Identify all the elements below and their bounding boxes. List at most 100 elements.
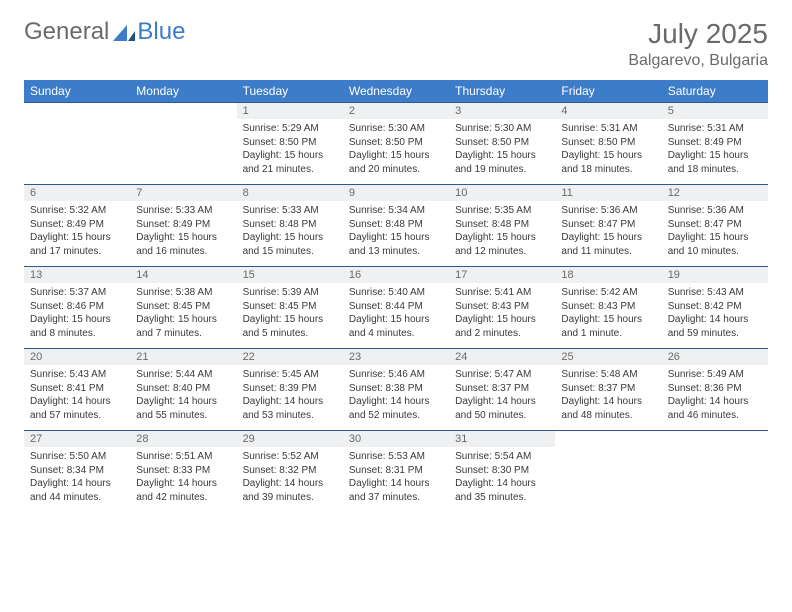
- brand-word1: General: [24, 18, 109, 46]
- calendar-cell: 9Sunrise: 5:34 AMSunset: 8:48 PMDaylight…: [343, 185, 449, 267]
- day-body: Sunrise: 5:35 AMSunset: 8:48 PMDaylight:…: [449, 201, 555, 266]
- day-body: Sunrise: 5:40 AMSunset: 8:44 PMDaylight:…: [343, 283, 449, 348]
- sunset-line: Sunset: 8:48 PM: [349, 218, 443, 232]
- day-number: 24: [449, 349, 555, 365]
- calendar-cell: 28Sunrise: 5:51 AMSunset: 8:33 PMDayligh…: [130, 431, 236, 513]
- calendar-cell: 7Sunrise: 5:33 AMSunset: 8:49 PMDaylight…: [130, 185, 236, 267]
- sunrise-line: Sunrise: 5:43 AM: [30, 368, 124, 382]
- day1-line: Daylight: 14 hours: [243, 395, 337, 409]
- day-number: 5: [662, 103, 768, 119]
- calendar-cell: 13Sunrise: 5:37 AMSunset: 8:46 PMDayligh…: [24, 267, 130, 349]
- day-number: 3: [449, 103, 555, 119]
- day-number: 28: [130, 431, 236, 447]
- day-number: 29: [237, 431, 343, 447]
- day-body: Sunrise: 5:52 AMSunset: 8:32 PMDaylight:…: [237, 447, 343, 512]
- day1-line: Daylight: 14 hours: [30, 395, 124, 409]
- calendar-cell: 22Sunrise: 5:45 AMSunset: 8:39 PMDayligh…: [237, 349, 343, 431]
- logo-sail-icon: [113, 23, 135, 41]
- sunrise-line: Sunrise: 5:46 AM: [349, 368, 443, 382]
- sunset-line: Sunset: 8:44 PM: [349, 300, 443, 314]
- day-body: Sunrise: 5:30 AMSunset: 8:50 PMDaylight:…: [343, 119, 449, 184]
- day-body: Sunrise: 5:36 AMSunset: 8:47 PMDaylight:…: [555, 201, 661, 266]
- day1-line: Daylight: 15 hours: [136, 231, 230, 245]
- calendar-cell: [24, 103, 130, 185]
- day-number: 12: [662, 185, 768, 201]
- day-number: 10: [449, 185, 555, 201]
- day-number: 18: [555, 267, 661, 283]
- day1-line: Daylight: 15 hours: [561, 149, 655, 163]
- day1-line: Daylight: 15 hours: [243, 231, 337, 245]
- day2-line: and 39 minutes.: [243, 491, 337, 505]
- sunrise-line: Sunrise: 5:31 AM: [668, 122, 762, 136]
- sunset-line: Sunset: 8:45 PM: [136, 300, 230, 314]
- day2-line: and 55 minutes.: [136, 409, 230, 423]
- sunrise-line: Sunrise: 5:40 AM: [349, 286, 443, 300]
- day1-line: Daylight: 15 hours: [455, 149, 549, 163]
- day-body: Sunrise: 5:43 AMSunset: 8:41 PMDaylight:…: [24, 365, 130, 430]
- day-number: 15: [237, 267, 343, 283]
- sunrise-line: Sunrise: 5:37 AM: [30, 286, 124, 300]
- day-header: Friday: [555, 80, 661, 103]
- day1-line: Daylight: 15 hours: [30, 231, 124, 245]
- sunset-line: Sunset: 8:49 PM: [30, 218, 124, 232]
- day-number: 9: [343, 185, 449, 201]
- day2-line: and 37 minutes.: [349, 491, 443, 505]
- calendar-table: Sunday Monday Tuesday Wednesday Thursday…: [24, 80, 768, 512]
- day2-line: and 18 minutes.: [668, 163, 762, 177]
- sunrise-line: Sunrise: 5:30 AM: [349, 122, 443, 136]
- day-body: Sunrise: 5:38 AMSunset: 8:45 PMDaylight:…: [130, 283, 236, 348]
- day-number: 25: [555, 349, 661, 365]
- day1-line: Daylight: 15 hours: [243, 149, 337, 163]
- sunrise-line: Sunrise: 5:33 AM: [243, 204, 337, 218]
- sunrise-line: Sunrise: 5:42 AM: [561, 286, 655, 300]
- sunset-line: Sunset: 8:41 PM: [30, 382, 124, 396]
- day1-line: Daylight: 15 hours: [349, 149, 443, 163]
- calendar-cell: 19Sunrise: 5:43 AMSunset: 8:42 PMDayligh…: [662, 267, 768, 349]
- day2-line: and 19 minutes.: [455, 163, 549, 177]
- day-number: 6: [24, 185, 130, 201]
- day1-line: Daylight: 14 hours: [243, 477, 337, 491]
- sunrise-line: Sunrise: 5:30 AM: [455, 122, 549, 136]
- day-body: Sunrise: 5:31 AMSunset: 8:50 PMDaylight:…: [555, 119, 661, 184]
- day-body: Sunrise: 5:32 AMSunset: 8:49 PMDaylight:…: [24, 201, 130, 266]
- day-number: 2: [343, 103, 449, 119]
- sunset-line: Sunset: 8:50 PM: [243, 136, 337, 150]
- header: General Blue July 2025 Balgarevo, Bulgar…: [24, 18, 768, 70]
- calendar-cell: 25Sunrise: 5:48 AMSunset: 8:37 PMDayligh…: [555, 349, 661, 431]
- day-body: Sunrise: 5:44 AMSunset: 8:40 PMDaylight:…: [130, 365, 236, 430]
- day2-line: and 44 minutes.: [30, 491, 124, 505]
- day-header: Tuesday: [237, 80, 343, 103]
- sunset-line: Sunset: 8:39 PM: [243, 382, 337, 396]
- calendar-body: 1Sunrise: 5:29 AMSunset: 8:50 PMDaylight…: [24, 103, 768, 513]
- day-number: 20: [24, 349, 130, 365]
- day2-line: and 50 minutes.: [455, 409, 549, 423]
- day2-line: and 18 minutes.: [561, 163, 655, 177]
- calendar-cell: 27Sunrise: 5:50 AMSunset: 8:34 PMDayligh…: [24, 431, 130, 513]
- calendar-cell: 8Sunrise: 5:33 AMSunset: 8:48 PMDaylight…: [237, 185, 343, 267]
- day-body: Sunrise: 5:33 AMSunset: 8:48 PMDaylight:…: [237, 201, 343, 266]
- sunrise-line: Sunrise: 5:36 AM: [668, 204, 762, 218]
- sunset-line: Sunset: 8:43 PM: [561, 300, 655, 314]
- day-body: Sunrise: 5:47 AMSunset: 8:37 PMDaylight:…: [449, 365, 555, 430]
- day-number: 31: [449, 431, 555, 447]
- sunrise-line: Sunrise: 5:49 AM: [668, 368, 762, 382]
- day2-line: and 57 minutes.: [30, 409, 124, 423]
- calendar-cell: 31Sunrise: 5:54 AMSunset: 8:30 PMDayligh…: [449, 431, 555, 513]
- sunrise-line: Sunrise: 5:44 AM: [136, 368, 230, 382]
- day2-line: and 7 minutes.: [136, 327, 230, 341]
- day-header: Sunday: [24, 80, 130, 103]
- sunrise-line: Sunrise: 5:51 AM: [136, 450, 230, 464]
- calendar-cell: [662, 431, 768, 513]
- day2-line: and 53 minutes.: [243, 409, 337, 423]
- day1-line: Daylight: 15 hours: [668, 149, 762, 163]
- sunrise-line: Sunrise: 5:47 AM: [455, 368, 549, 382]
- day2-line: and 2 minutes.: [455, 327, 549, 341]
- day-header: Wednesday: [343, 80, 449, 103]
- day2-line: and 48 minutes.: [561, 409, 655, 423]
- sunset-line: Sunset: 8:50 PM: [349, 136, 443, 150]
- sunset-line: Sunset: 8:46 PM: [30, 300, 124, 314]
- sunrise-line: Sunrise: 5:29 AM: [243, 122, 337, 136]
- day2-line: and 15 minutes.: [243, 245, 337, 259]
- sunset-line: Sunset: 8:42 PM: [668, 300, 762, 314]
- sunrise-line: Sunrise: 5:34 AM: [349, 204, 443, 218]
